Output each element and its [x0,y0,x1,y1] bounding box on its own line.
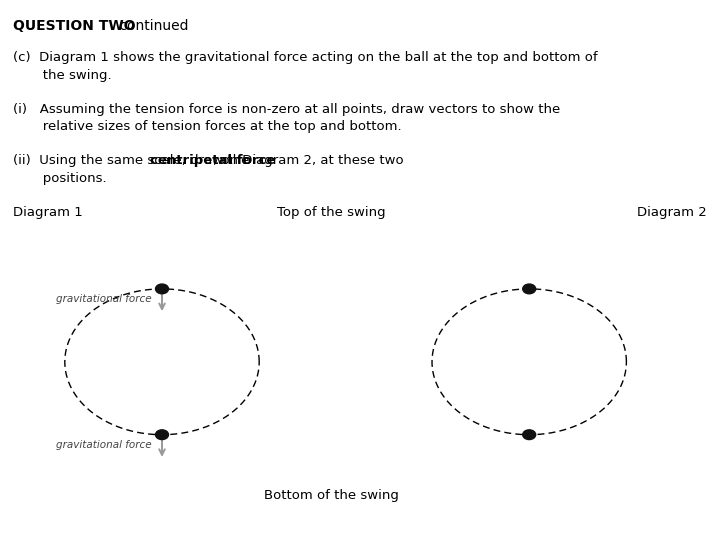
Text: Diagram 1: Diagram 1 [13,206,83,219]
Text: gravitational force: gravitational force [55,440,151,450]
Text: (ii)  Using the same scale, draw the: (ii) Using the same scale, draw the [13,154,253,167]
Text: Diagram 2: Diagram 2 [637,206,707,219]
Text: continued: continued [115,19,189,33]
Circle shape [523,430,536,440]
Text: , on Diagram 2, at these two: , on Diagram 2, at these two [213,154,404,167]
Text: (c)  Diagram 1 shows the gravitational force acting on the ball at the top and b: (c) Diagram 1 shows the gravitational fo… [13,51,598,64]
Text: centripetal force: centripetal force [150,154,276,167]
Text: gravitational force: gravitational force [55,294,151,304]
Text: relative sizes of tension forces at the top and bottom.: relative sizes of tension forces at the … [13,120,402,133]
Text: (i)   Assuming the tension force is non-zero at all points, draw vectors to show: (i) Assuming the tension force is non-ze… [13,103,560,116]
Text: positions.: positions. [13,172,107,185]
Text: Bottom of the swing: Bottom of the swing [264,489,399,502]
Text: Top of the swing: Top of the swing [277,206,385,219]
Text: QUESTION TWO: QUESTION TWO [13,19,135,33]
Text: the swing.: the swing. [13,69,112,82]
Circle shape [156,430,168,440]
Circle shape [156,284,168,294]
Circle shape [523,284,536,294]
